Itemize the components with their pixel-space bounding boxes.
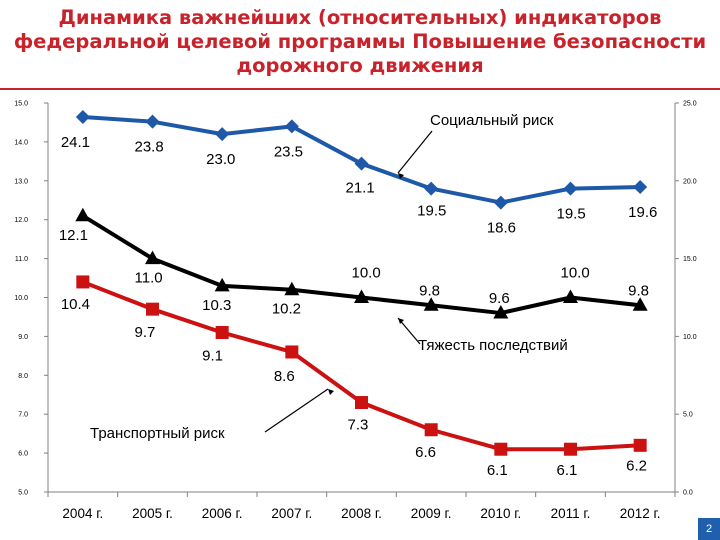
square-marker <box>76 275 90 289</box>
diamond-marker <box>354 156 369 171</box>
title-divider <box>0 88 720 90</box>
right-tick-label: 20.0 <box>683 178 697 185</box>
data-label: 6.1 <box>557 462 578 479</box>
triangle-marker <box>493 305 509 319</box>
data-label: 10.0 <box>561 265 590 282</box>
triangle-marker <box>632 297 648 311</box>
data-label: 6.2 <box>626 457 647 474</box>
square-marker <box>564 442 577 456</box>
diamond-marker <box>633 180 648 195</box>
right-tick-label: 15.0 <box>683 256 697 263</box>
x-tick-label: 2008 г. <box>341 506 382 521</box>
callout-arrowhead <box>398 173 404 179</box>
square-marker <box>494 442 508 456</box>
data-label: 9.8 <box>628 282 649 299</box>
data-label: 19.5 <box>417 203 446 220</box>
callout-pointer <box>397 130 433 174</box>
diamond-marker <box>145 114 160 129</box>
callout-arrowhead <box>328 389 334 395</box>
left-tick-label: 12.0 <box>14 217 28 224</box>
square-marker <box>146 302 159 316</box>
triangle-marker <box>214 277 230 292</box>
diamond-marker <box>424 181 439 196</box>
chart-title: Динамика важнейших (относительных) индик… <box>13 6 707 77</box>
data-label: 11.0 <box>135 270 163 287</box>
data-label: 19.6 <box>628 204 657 221</box>
right-tick-label: 0.0 <box>683 490 693 497</box>
left-tick-label: 9.0 <box>18 334 28 341</box>
series-layer <box>75 110 648 456</box>
data-label: 24.1 <box>61 134 90 151</box>
square-marker <box>424 423 438 437</box>
diamond-marker <box>215 127 230 142</box>
data-label: 6.6 <box>415 444 436 461</box>
callout-pointer <box>264 388 329 433</box>
diamond-marker <box>563 181 578 196</box>
data-label: 7.3 <box>348 417 369 434</box>
square-marker <box>215 326 229 340</box>
data-label: 6.1 <box>487 462 508 479</box>
x-tick-label: 2005 г. <box>132 506 173 521</box>
data-label: 18.6 <box>487 220 516 237</box>
data-label: 8.6 <box>274 368 295 385</box>
data-label: 9.8 <box>419 282 440 299</box>
data-label: 10.0 <box>352 265 381 282</box>
left-tick-label: 14.0 <box>14 139 28 146</box>
x-tick-label: 2010 г. <box>480 506 521 521</box>
data-label: 10.2 <box>272 301 301 318</box>
data-label: 9.1 <box>202 348 223 365</box>
data-labels-layer: 24.1 23.8 23.0 23.5 21.1 19.5 18.6 19.5 19.6 12.1… <box>59 134 658 479</box>
left-tick-label: 13.0 <box>14 178 28 185</box>
square-marker <box>633 438 647 452</box>
data-label: 9.7 <box>135 324 156 341</box>
series-callout-label: Транспортный риск <box>90 425 225 442</box>
right-tick-label: 25.0 <box>683 101 697 108</box>
left-tick-label: 8.0 <box>18 373 28 380</box>
data-label: 12.1 <box>59 227 88 244</box>
right-tick-label: 10.0 <box>683 334 697 341</box>
x-tick-label: 2004 г. <box>62 506 103 521</box>
data-label: 23.5 <box>274 143 303 160</box>
triangle-marker <box>354 289 369 303</box>
triangle-marker <box>423 297 439 311</box>
data-label: 23.0 <box>206 151 235 168</box>
series-callouts-layer: Социальный риск Тяжесть последствий Трансп… <box>90 112 568 442</box>
data-label: 23.8 <box>135 139 164 156</box>
page-number: 2 <box>698 518 720 540</box>
data-label: 10.4 <box>61 296 90 313</box>
right-tick-label: 5.0 <box>683 412 693 419</box>
diamond-marker <box>284 119 299 134</box>
left-tick-label: 5.0 <box>18 490 28 497</box>
data-label: 21.1 <box>346 180 375 197</box>
data-label: 9.6 <box>489 290 510 307</box>
square-marker <box>285 345 299 359</box>
left-tick-label: 7.0 <box>18 412 28 419</box>
x-tick-label: 2007 г. <box>271 506 312 521</box>
left-tick-label: 6.0 <box>18 451 28 458</box>
data-label: 19.5 <box>557 206 586 223</box>
square-marker <box>355 396 368 410</box>
x-tick-label: 2012 г. <box>620 506 661 521</box>
left-tick-label: 10.0 <box>14 295 28 302</box>
data-label: 10.3 <box>202 297 231 314</box>
x-tick-label: 2011 г. <box>551 506 591 521</box>
left-tick-label: 15.0 <box>14 101 28 108</box>
triangle-marker <box>145 250 160 265</box>
left-tick-label: 11.0 <box>15 256 28 263</box>
x-tick-label: 2009 г. <box>411 506 452 521</box>
triangle-marker <box>75 207 91 222</box>
x-tick-label: 2006 г. <box>202 506 243 521</box>
axes: 5.0 6.0 7.0 8.0 9.0 10.0 11.0 12.0 13.0 14.0 15.0 0… <box>14 101 696 522</box>
triangle-marker <box>284 281 300 296</box>
callout-arrowhead <box>398 318 404 324</box>
series-callout-label: Социальный риск <box>430 112 554 129</box>
diamond-marker <box>75 110 90 125</box>
diamond-marker <box>493 195 508 210</box>
series-callout-label: Тяжесть последствий <box>418 337 568 354</box>
triangle-marker <box>563 289 578 303</box>
